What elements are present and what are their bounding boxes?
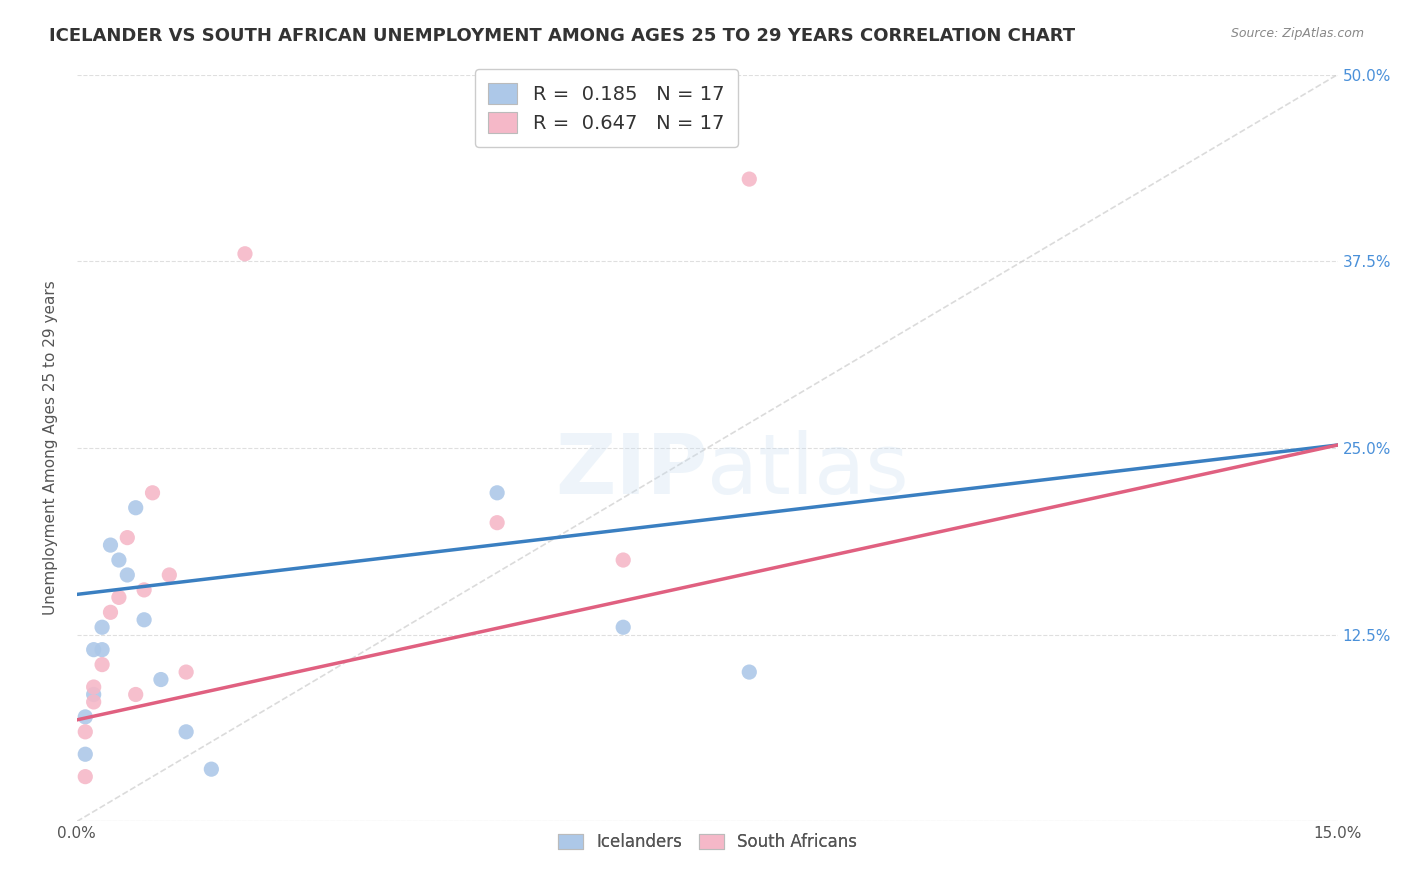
Point bbox=[83, 642, 105, 657]
Point bbox=[117, 531, 139, 545]
Legend: Icelanders, South Africans: Icelanders, South Africans bbox=[551, 827, 863, 858]
Point bbox=[149, 673, 172, 687]
Point bbox=[91, 620, 114, 634]
Point bbox=[157, 568, 180, 582]
Point bbox=[75, 770, 97, 784]
Point bbox=[174, 665, 197, 679]
Point bbox=[125, 500, 148, 515]
Point bbox=[100, 605, 122, 619]
Point bbox=[91, 657, 114, 672]
Text: atlas: atlas bbox=[707, 430, 910, 511]
Point bbox=[117, 568, 139, 582]
Point bbox=[612, 620, 634, 634]
Point bbox=[486, 516, 509, 530]
Point bbox=[91, 642, 114, 657]
Point bbox=[200, 762, 222, 776]
Point bbox=[83, 680, 105, 694]
Point bbox=[83, 695, 105, 709]
Point bbox=[174, 724, 197, 739]
Point bbox=[75, 747, 97, 762]
Point bbox=[141, 485, 163, 500]
Point bbox=[486, 485, 509, 500]
Point bbox=[100, 538, 122, 552]
Point bbox=[75, 724, 97, 739]
Point bbox=[738, 665, 761, 679]
Point bbox=[132, 613, 155, 627]
Text: ICELANDER VS SOUTH AFRICAN UNEMPLOYMENT AMONG AGES 25 TO 29 YEARS CORRELATION CH: ICELANDER VS SOUTH AFRICAN UNEMPLOYMENT … bbox=[49, 27, 1076, 45]
Point bbox=[738, 172, 761, 186]
Point bbox=[125, 688, 148, 702]
Point bbox=[108, 553, 131, 567]
Y-axis label: Unemployment Among Ages 25 to 29 years: Unemployment Among Ages 25 to 29 years bbox=[44, 281, 58, 615]
Point bbox=[233, 247, 256, 261]
Text: Source: ZipAtlas.com: Source: ZipAtlas.com bbox=[1230, 27, 1364, 40]
Text: ZIP: ZIP bbox=[555, 430, 707, 511]
Point bbox=[108, 591, 131, 605]
Point bbox=[83, 688, 105, 702]
Point bbox=[75, 710, 97, 724]
Point bbox=[132, 582, 155, 597]
Point bbox=[612, 553, 634, 567]
